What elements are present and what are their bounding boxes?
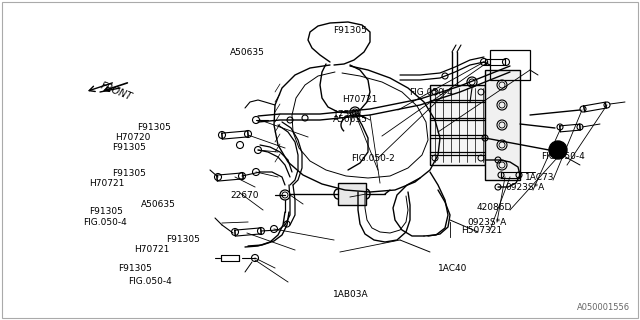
Text: F91305: F91305 [112, 169, 146, 178]
Text: 1AB03A: 1AB03A [333, 290, 369, 299]
Text: FIG.050-4: FIG.050-4 [410, 88, 453, 97]
Text: F91305: F91305 [118, 264, 152, 273]
Text: F91305: F91305 [333, 26, 367, 35]
Text: FIG.050-4: FIG.050-4 [128, 277, 172, 286]
Text: 1AC73: 1AC73 [525, 173, 554, 182]
Text: H70721: H70721 [90, 180, 125, 188]
Text: FIG.050-2: FIG.050-2 [351, 154, 394, 163]
Text: H70721: H70721 [342, 95, 378, 104]
Text: A50635: A50635 [141, 200, 175, 209]
Text: F91305: F91305 [90, 207, 124, 216]
Bar [490, 50, 530, 80]
Bar [485, 70, 520, 180]
Text: 22670: 22670 [230, 191, 259, 200]
Bar [338, 183, 366, 205]
Circle shape [549, 141, 567, 159]
Text: 42086D: 42086D [477, 204, 512, 212]
Text: A050001556: A050001556 [577, 303, 630, 312]
Text: 0923S*A: 0923S*A [467, 218, 506, 227]
Text: F91305: F91305 [166, 236, 200, 244]
Text: A50635: A50635 [230, 48, 265, 57]
Text: H70720: H70720 [115, 133, 150, 142]
Text: FRONT: FRONT [99, 80, 134, 102]
Text: FIG.050-4: FIG.050-4 [83, 218, 127, 227]
Bar [430, 85, 485, 165]
Text: 17544: 17544 [333, 110, 362, 119]
Text: FIG.050-4: FIG.050-4 [541, 152, 584, 161]
Text: H70721: H70721 [134, 245, 170, 254]
Text: 1AC40: 1AC40 [438, 264, 468, 273]
Text: F91305: F91305 [138, 123, 172, 132]
Text: F91305: F91305 [112, 143, 146, 152]
Text: 0923S*A: 0923S*A [506, 183, 545, 192]
Text: A50635: A50635 [333, 116, 367, 124]
Text: H507321: H507321 [461, 226, 502, 235]
